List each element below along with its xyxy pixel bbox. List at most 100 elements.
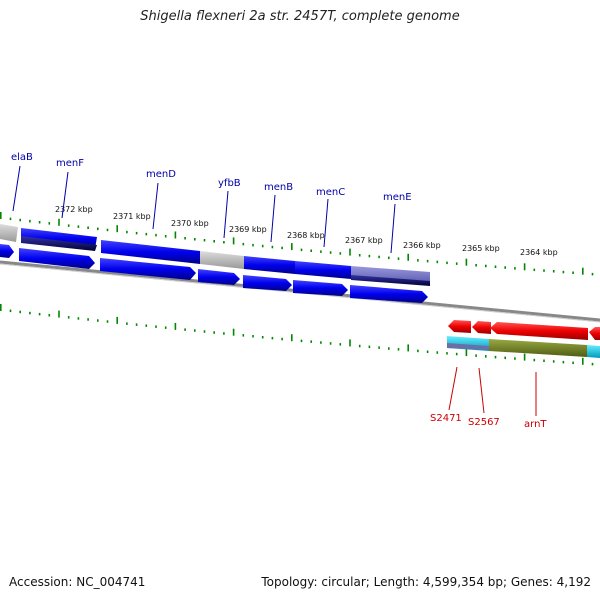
gene-label-elaB[interactable]: elaB bbox=[11, 152, 33, 163]
minor-tick bbox=[485, 264, 487, 268]
gene-label-menB[interactable]: menB bbox=[264, 182, 293, 193]
minor-tick bbox=[145, 324, 148, 327]
reverse-gene-row-1 bbox=[448, 320, 600, 340]
gene-label-menF[interactable]: menF bbox=[56, 158, 84, 169]
minor-tick bbox=[135, 323, 138, 326]
gene-label-arnT[interactable]: arnT bbox=[524, 419, 547, 430]
minor-tick bbox=[194, 329, 196, 332]
forward-gene-row-1 bbox=[0, 224, 430, 286]
minor-tick bbox=[77, 317, 80, 320]
minor-tick bbox=[9, 217, 12, 221]
kbp-label: 2368 kbp bbox=[287, 231, 325, 240]
minor-tick bbox=[271, 245, 274, 249]
forward-gene-labels: elaB menF menD yfbB menB menC menE bbox=[11, 152, 412, 254]
gene-arrow[interactable] bbox=[589, 327, 600, 340]
gene-arrow[interactable] bbox=[19, 248, 95, 269]
minor-tick bbox=[48, 314, 51, 317]
label-leader-line bbox=[478, 367, 485, 414]
label-leader-line bbox=[61, 171, 69, 219]
gene-arrow[interactable] bbox=[448, 320, 471, 333]
gene-arrow[interactable] bbox=[243, 275, 292, 291]
gene-arrow[interactable] bbox=[295, 261, 351, 279]
minor-tick bbox=[145, 232, 148, 236]
minor-tick bbox=[446, 261, 448, 265]
minor-tick bbox=[358, 254, 361, 257]
kbp-label: 2364 kbp bbox=[520, 248, 558, 257]
minor-tick bbox=[106, 228, 109, 232]
minor-tick bbox=[494, 265, 497, 268]
minor-tick bbox=[164, 326, 167, 329]
minor-tick bbox=[203, 330, 206, 333]
label-leader-line bbox=[390, 203, 396, 254]
gene-label-menC[interactable]: menC bbox=[316, 187, 345, 198]
minor-tick bbox=[203, 239, 206, 242]
minor-tick bbox=[261, 244, 264, 248]
minor-tick bbox=[533, 358, 536, 362]
minor-tick bbox=[29, 219, 31, 223]
gene-arrow[interactable] bbox=[244, 256, 295, 274]
gene-arrow[interactable] bbox=[200, 251, 244, 269]
minor-tick bbox=[368, 345, 371, 349]
gene-arrow[interactable] bbox=[198, 269, 240, 285]
gene-label-yfbB[interactable]: yfbB bbox=[218, 178, 241, 189]
gene-arrow[interactable] bbox=[351, 275, 430, 286]
minor-tick bbox=[514, 267, 516, 270]
gene-arrow[interactable] bbox=[447, 343, 489, 350]
gene-arrow[interactable] bbox=[293, 280, 348, 296]
gene-label-menD[interactable]: menD bbox=[146, 169, 176, 180]
gene-label-menE[interactable]: menE bbox=[383, 192, 412, 203]
gene-arrow[interactable] bbox=[21, 236, 97, 251]
minor-tick bbox=[436, 260, 439, 264]
minor-tick bbox=[67, 316, 70, 319]
minor-tick bbox=[271, 336, 274, 340]
minor-tick bbox=[38, 312, 41, 316]
gene-label-S2567[interactable]: S2567 bbox=[468, 417, 500, 428]
minor-tick bbox=[591, 272, 594, 276]
minor-tick bbox=[87, 226, 89, 229]
gene-arrow[interactable] bbox=[100, 258, 196, 280]
major-tick bbox=[523, 353, 526, 361]
minor-tick bbox=[213, 240, 215, 243]
gene-arrow[interactable] bbox=[490, 322, 588, 340]
minor-tick bbox=[29, 311, 31, 315]
minor-tick bbox=[475, 264, 477, 267]
major-tick bbox=[232, 237, 235, 245]
minor-tick bbox=[320, 341, 322, 344]
kbp-label: 2369 kbp bbox=[229, 225, 267, 234]
minor-tick bbox=[543, 269, 545, 272]
minor-tick bbox=[223, 241, 225, 244]
minor-tick bbox=[126, 322, 128, 325]
gene-arrow[interactable] bbox=[587, 345, 600, 358]
minor-tick bbox=[126, 230, 128, 234]
minor-tick bbox=[543, 359, 545, 362]
gene-arrow[interactable] bbox=[472, 321, 491, 334]
major-tick bbox=[0, 212, 2, 219]
minor-tick bbox=[562, 270, 565, 274]
minor-tick bbox=[19, 218, 21, 222]
minor-tick bbox=[252, 243, 254, 247]
kbp-label: 2370 kbp bbox=[171, 219, 209, 228]
gene-arrow[interactable] bbox=[0, 244, 14, 258]
major-tick bbox=[58, 310, 60, 318]
minor-tick bbox=[504, 356, 506, 360]
minor-tick bbox=[417, 349, 419, 353]
gene-label-S2471[interactable]: S2471 bbox=[430, 413, 462, 424]
accession-text: Accession: NC_004741 bbox=[9, 575, 146, 589]
minor-tick bbox=[135, 231, 138, 235]
gene-arrow[interactable] bbox=[0, 224, 18, 242]
kbp-label: 2371 kbp bbox=[113, 212, 151, 221]
gene-arrow[interactable] bbox=[350, 285, 428, 303]
minor-tick bbox=[417, 259, 419, 262]
label-leader-line bbox=[12, 165, 21, 212]
minor-tick bbox=[310, 340, 312, 343]
minor-tick bbox=[388, 256, 390, 260]
minor-tick bbox=[242, 334, 245, 337]
minor-tick bbox=[591, 362, 594, 366]
minor-tick bbox=[281, 246, 283, 250]
label-leader-line bbox=[270, 194, 276, 243]
gene-arrow[interactable] bbox=[101, 240, 200, 264]
gene-arrow[interactable] bbox=[489, 339, 587, 357]
major-tick bbox=[291, 334, 293, 342]
minor-tick bbox=[426, 350, 429, 353]
